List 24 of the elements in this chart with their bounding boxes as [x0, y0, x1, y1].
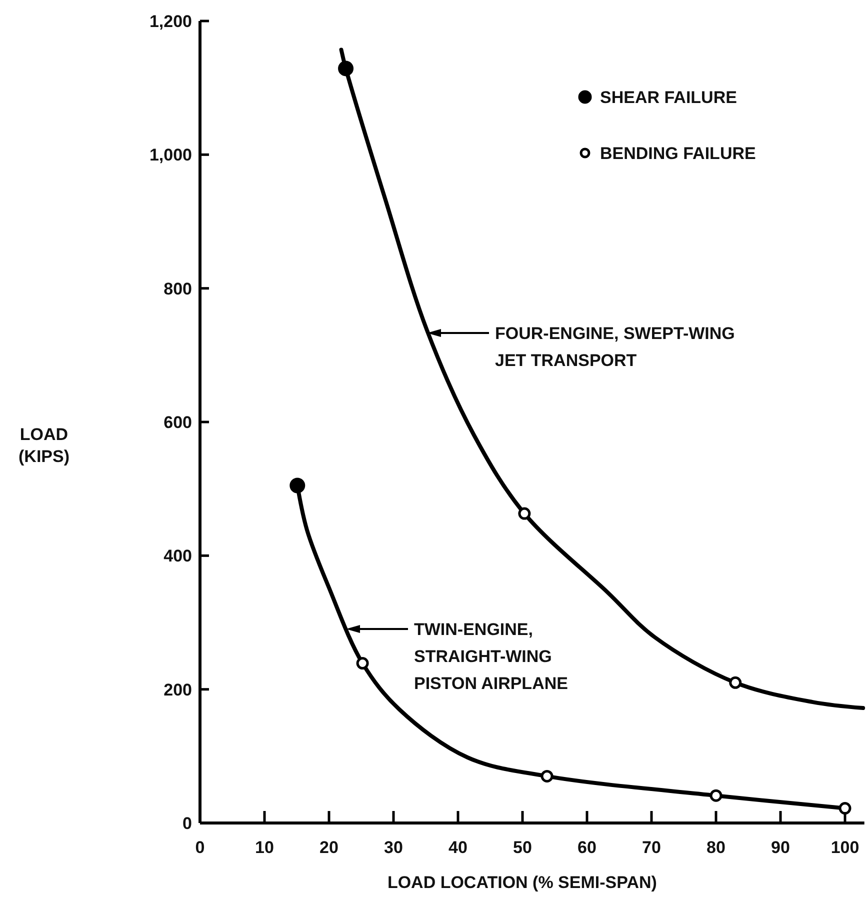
y-tick-label: 800 [164, 279, 192, 298]
x-tick-label: 10 [255, 838, 274, 857]
x-tick-label: 50 [513, 838, 532, 857]
y-tick-label: 0 [182, 814, 192, 833]
x-tick-label: 80 [706, 838, 726, 857]
x-tick-label: 100 [830, 838, 860, 857]
x-axis-title: LOAD LOCATION (% SEMI-SPAN) [387, 873, 657, 892]
x-tick-label: 70 [642, 838, 661, 857]
y-tick-label: 1,200 [149, 12, 192, 31]
y-axis-title: LOAD (KIPS) [18, 425, 70, 466]
legend-label: BENDING FAILURE [600, 144, 756, 163]
x-tick-label: 60 [578, 838, 596, 857]
annotation: TWIN-ENGINE, STRAIGHT-WING PISTON AIRPLANE [414, 620, 568, 693]
x-tick-label: 0 [195, 838, 205, 857]
y-tick-label: 1,000 [149, 146, 192, 165]
x-tick-label: 40 [448, 838, 468, 857]
x-tick-label: 30 [384, 838, 403, 857]
annotation: FOUR-ENGINE, SWEPT-WING JET TRANSPORT [495, 324, 735, 370]
x-tick-label: 90 [771, 838, 790, 857]
y-tick-label: 600 [164, 413, 192, 432]
legend-label: SHEAR FAILURE [600, 88, 737, 107]
y-tick-label: 200 [164, 680, 192, 700]
y-tick-label: 400 [164, 546, 192, 566]
x-tick-label: 20 [320, 838, 338, 857]
